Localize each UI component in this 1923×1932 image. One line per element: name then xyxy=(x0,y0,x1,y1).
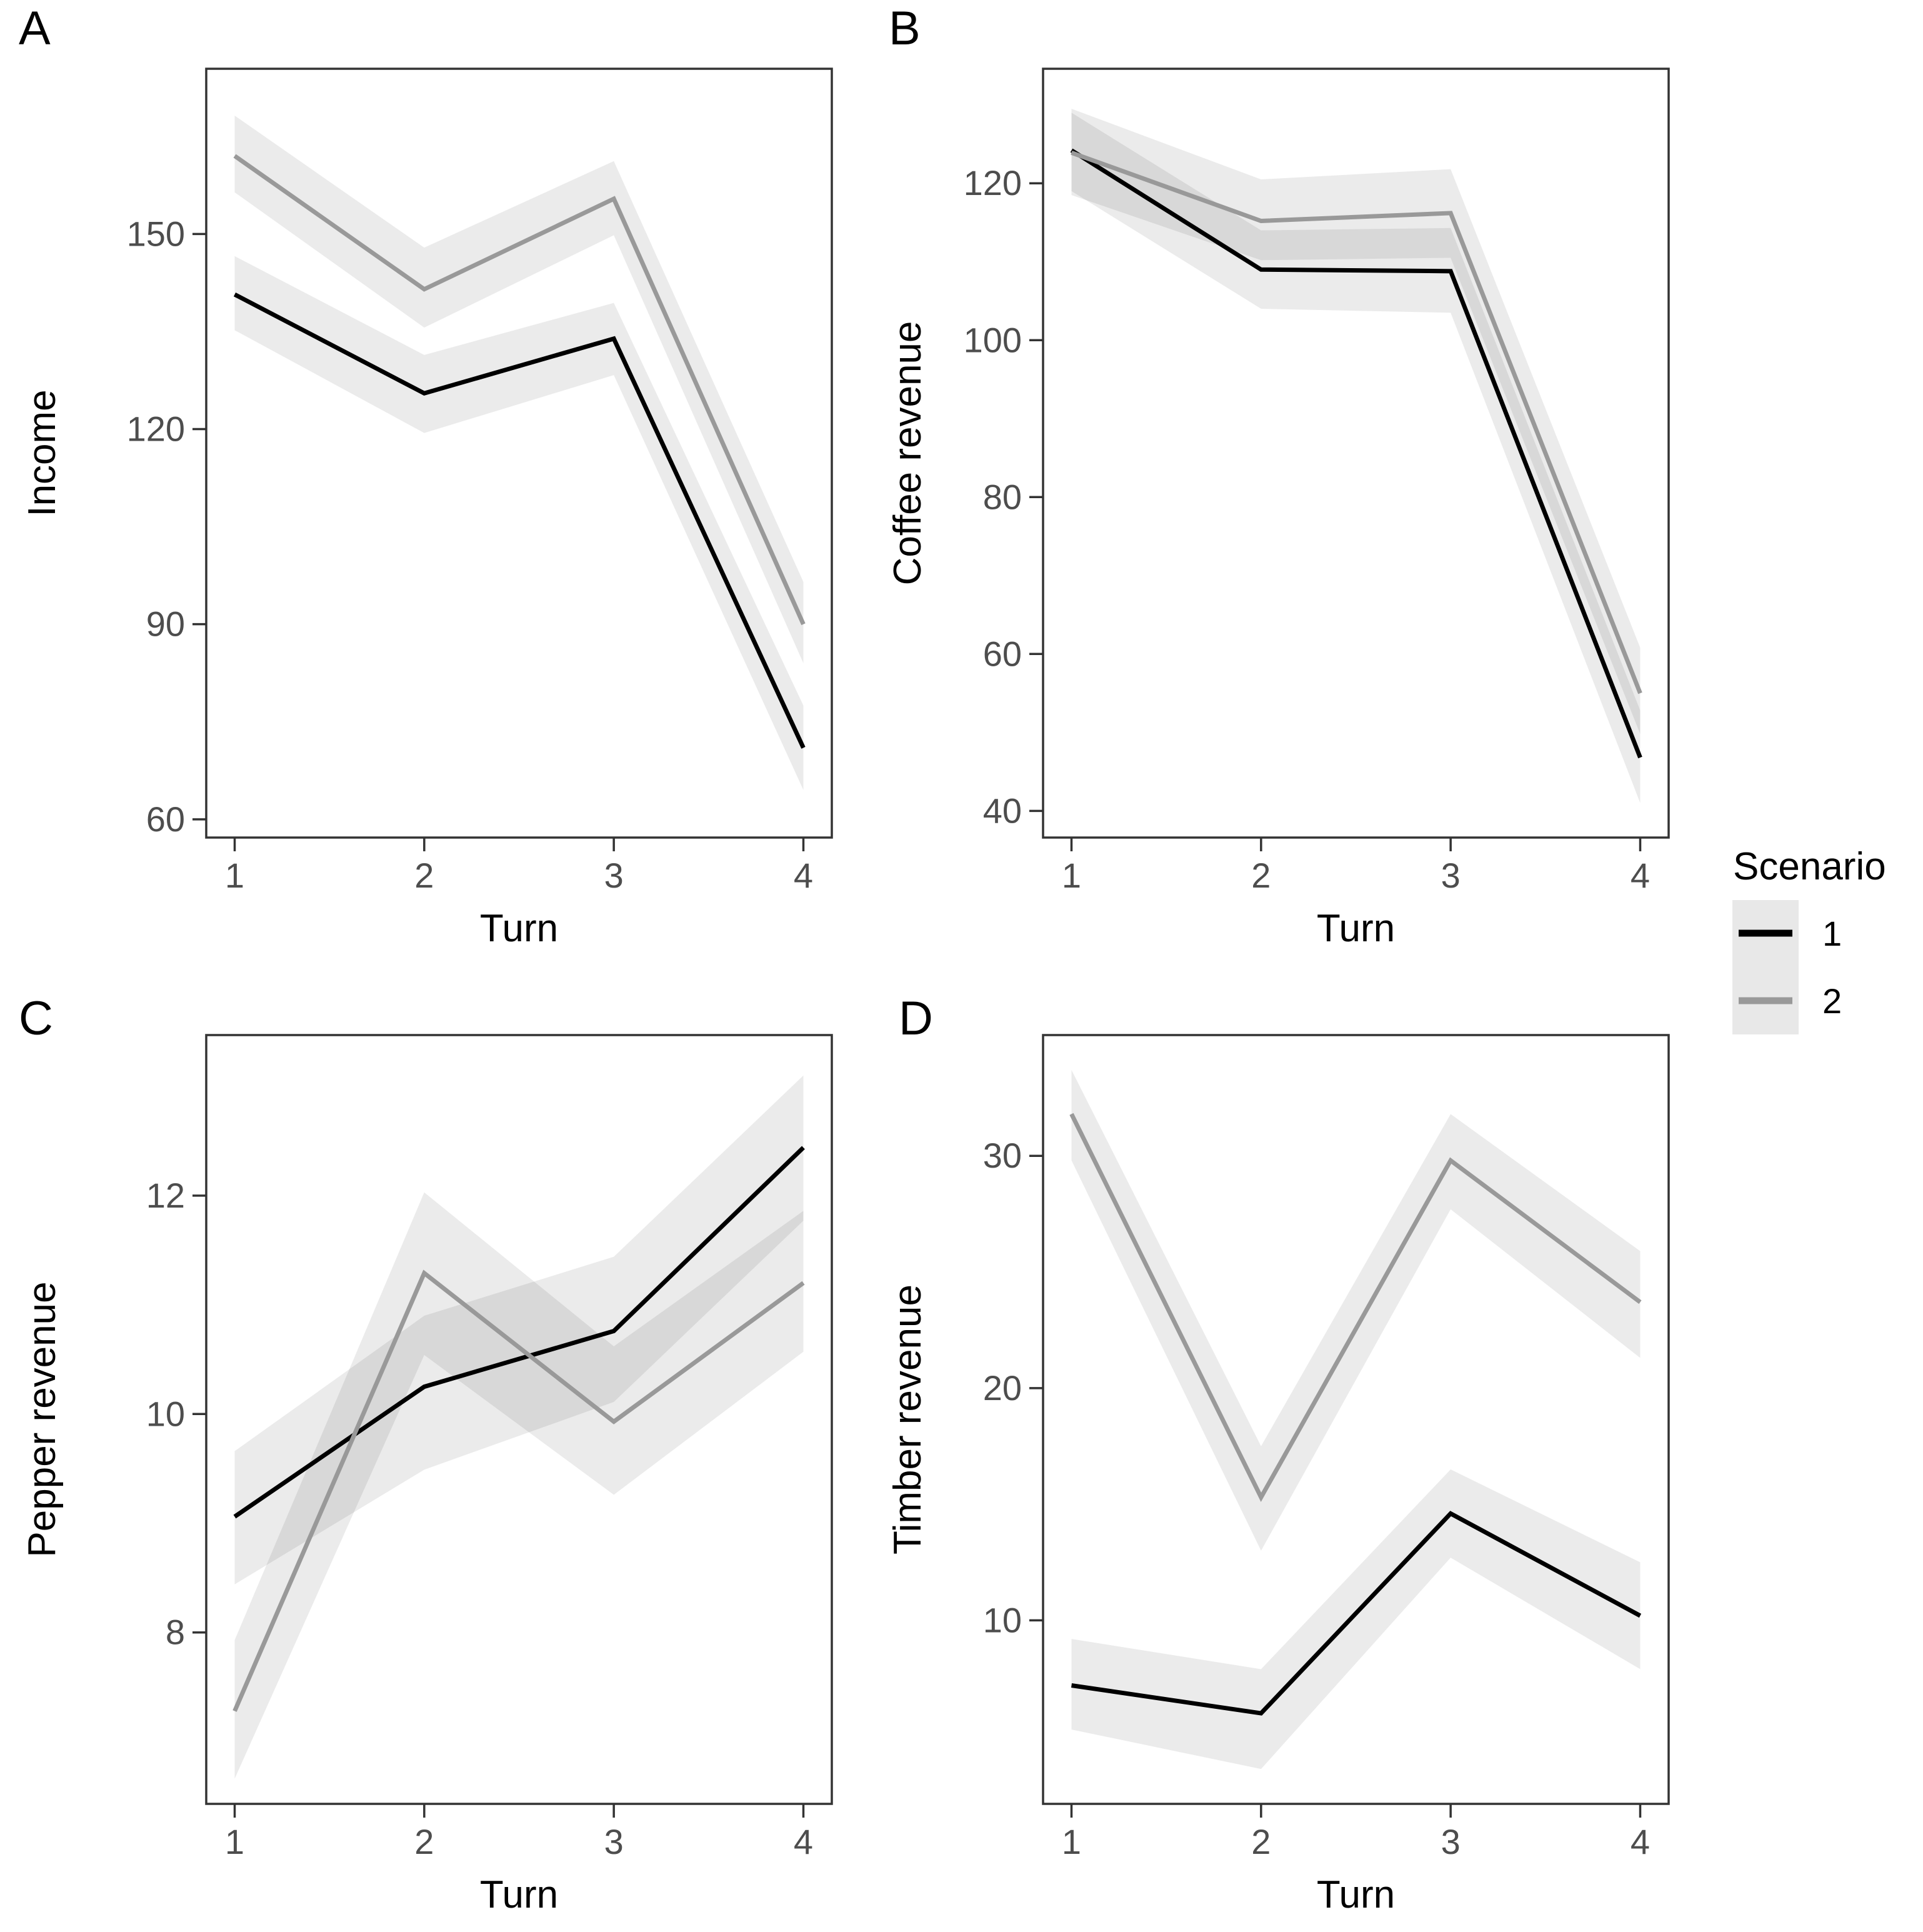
x-axis-tick-label: 1 xyxy=(225,856,244,895)
x-axis-tick-label: 4 xyxy=(794,1822,813,1861)
panel-d-timber-revenue-chart: 1 2 3 4 10 20 30 Turn Timber revenue xyxy=(886,1034,1670,1916)
panel-border xyxy=(1042,1034,1670,1805)
ribbon-scenario-1 xyxy=(234,1075,804,1584)
x-axis-tick-label: 3 xyxy=(604,856,624,895)
panel-a-income-chart: 1 2 3 4 60 90 120 150 Turn Income xyxy=(21,68,833,950)
legend-label-scenario-1: 1 xyxy=(1822,914,1842,953)
x-axis-title: Turn xyxy=(480,1873,558,1916)
ribbon-scenario-1 xyxy=(1071,113,1641,803)
panel-tag-a: A xyxy=(19,2,51,55)
y-axis-tick-label: 20 xyxy=(983,1368,1022,1408)
x-axis-tick-label: 3 xyxy=(604,1822,624,1861)
y-axis-tick-label: 120 xyxy=(964,163,1022,203)
ribbon-scenario-1 xyxy=(1071,1469,1641,1769)
y-axis-tick-label: 60 xyxy=(983,634,1022,673)
panel-tag-c: C xyxy=(19,992,53,1045)
legend-key-background xyxy=(1732,900,1799,1034)
ribbon-scenario-2 xyxy=(234,1192,804,1779)
y-axis-tick-label: 120 xyxy=(127,409,185,448)
panel-tag-d: D xyxy=(899,992,933,1045)
x-axis-tick-label: 1 xyxy=(225,1822,244,1861)
x-axis-tick-label: 3 xyxy=(1441,856,1461,895)
x-axis-tick-label: 3 xyxy=(1441,1822,1461,1861)
y-axis-tick-label: 30 xyxy=(983,1136,1022,1175)
y-axis-tick-label: 12 xyxy=(146,1176,185,1215)
y-axis-title: Income xyxy=(21,389,64,516)
y-axis-tick-label: 10 xyxy=(983,1600,1022,1639)
panel-border xyxy=(1042,68,1670,839)
x-axis-tick-label: 1 xyxy=(1062,856,1081,895)
panel-tag-b: B xyxy=(889,2,921,55)
x-axis-title: Turn xyxy=(1317,907,1395,950)
x-axis-tick-label: 2 xyxy=(1251,856,1271,895)
y-axis-tick-label: 90 xyxy=(146,604,185,644)
ribbon-scenario-2 xyxy=(1071,1069,1641,1551)
x-axis-tick-label: 1 xyxy=(1062,1822,1081,1861)
panel-border xyxy=(205,68,833,839)
legend-title: Scenario xyxy=(1733,845,1886,888)
x-axis-tick-label: 4 xyxy=(794,856,813,895)
line-scenario-1 xyxy=(233,292,806,749)
y-axis-tick-label: 150 xyxy=(127,214,185,253)
scenario-legend: Scenario 1 2 xyxy=(1732,845,1886,1034)
x-axis-tick-label: 4 xyxy=(1631,856,1650,895)
line-scenario-2 xyxy=(1069,1113,1642,1502)
x-axis-title: Turn xyxy=(1317,1873,1395,1916)
x-axis-tick-label: 2 xyxy=(414,856,434,895)
ribbon-scenario-1 xyxy=(234,256,804,791)
line-scenario-1 xyxy=(233,1146,805,1519)
line-scenario-2 xyxy=(1071,151,1642,694)
y-axis-tick-label: 10 xyxy=(146,1394,185,1433)
line-scenario-1 xyxy=(1070,148,1642,759)
x-axis-tick-label: 4 xyxy=(1631,1822,1650,1861)
y-axis-tick-label: 40 xyxy=(983,791,1022,830)
legend-label-scenario-2: 2 xyxy=(1822,981,1842,1021)
panel-b-coffee-revenue-chart: 1 2 3 4 40 60 80 100 120 Turn Coffee revenue xyxy=(886,68,1670,950)
y-axis-tick-label: 8 xyxy=(166,1613,185,1652)
y-axis-tick-label: 100 xyxy=(964,320,1022,359)
line-scenario-2 xyxy=(232,1269,805,1712)
ribbon-scenario-2 xyxy=(234,115,804,664)
y-axis-title: Pepper revenue xyxy=(21,1281,64,1557)
x-axis-tick-label: 2 xyxy=(414,1822,434,1861)
line-scenario-2 xyxy=(233,154,806,626)
y-axis-tick-label: 60 xyxy=(146,799,185,839)
panel-border xyxy=(205,1034,833,1805)
line-scenario-1 xyxy=(1071,1511,1642,1716)
y-axis-title: Coffee revenue xyxy=(886,321,929,586)
y-axis-title: Timber revenue xyxy=(886,1284,929,1554)
x-axis-tick-label: 2 xyxy=(1251,1822,1271,1861)
y-axis-tick-label: 80 xyxy=(983,477,1022,516)
x-axis-title: Turn xyxy=(480,907,558,950)
